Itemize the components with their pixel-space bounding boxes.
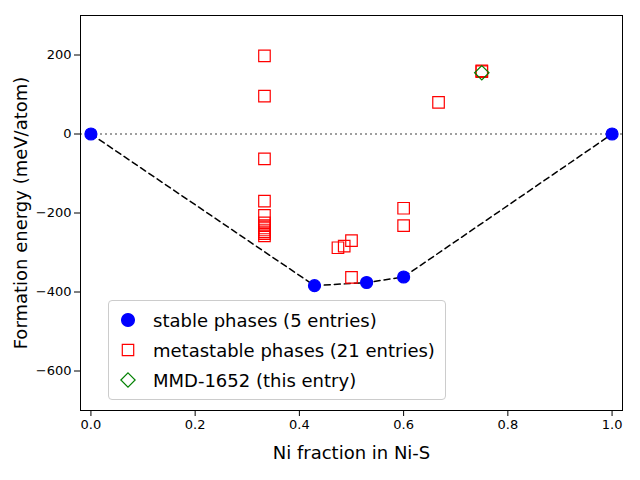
svg-text:0.2: 0.2	[185, 417, 206, 432]
svg-text:0.6: 0.6	[393, 417, 414, 432]
svg-text:Ni fraction in Ni-S: Ni fraction in Ni-S	[273, 442, 431, 463]
svg-text:Formation energy (meV/atom): Formation energy (meV/atom)	[10, 77, 31, 350]
svg-text:−200: −200	[36, 205, 72, 220]
svg-text:0.4: 0.4	[289, 417, 310, 432]
svg-text:0.0: 0.0	[81, 417, 102, 432]
svg-text:0: 0	[63, 126, 71, 141]
html-text:stable phases (5 entries): stable phases (5 entries)	[153, 309, 377, 331]
svg-text:0.8: 0.8	[498, 417, 519, 432]
svg-text:200: 200	[47, 47, 72, 62]
svg-text:1.0: 1.0	[602, 417, 623, 432]
html-text:MMD-1652 (this entry): MMD-1652 (this entry)	[153, 369, 357, 391]
svg-text:−400: −400	[36, 284, 72, 299]
svg-text:−600: −600	[36, 363, 72, 378]
html-text:metastable phases (21 entries): metastable phases (21 entries)	[153, 339, 435, 361]
